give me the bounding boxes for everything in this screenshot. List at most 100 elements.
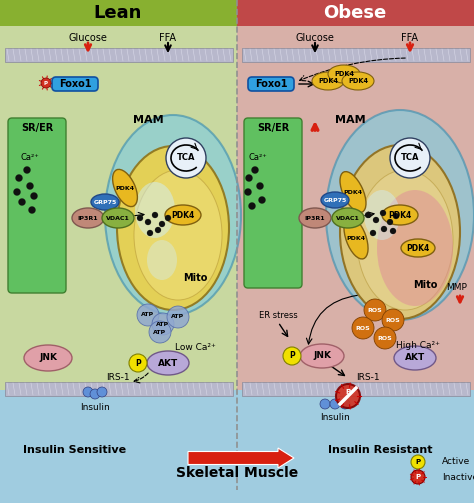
Text: Ca²⁺: Ca²⁺ (21, 153, 39, 162)
Text: ROS: ROS (356, 325, 370, 330)
Bar (5, 48, 233, 62)
Text: IRS-1: IRS-1 (106, 374, 130, 382)
Circle shape (246, 175, 253, 182)
Text: Insulin Sensitive: Insulin Sensitive (23, 445, 127, 455)
Ellipse shape (91, 194, 119, 210)
Text: AKT: AKT (158, 359, 178, 368)
Circle shape (382, 309, 404, 331)
Text: MMP: MMP (447, 284, 467, 293)
Text: VDAC1: VDAC1 (106, 215, 130, 220)
Text: Insulin: Insulin (320, 413, 350, 423)
Bar (242, 48, 470, 62)
Text: FFA: FFA (401, 33, 419, 43)
Circle shape (390, 228, 396, 234)
Ellipse shape (340, 172, 366, 212)
Circle shape (83, 387, 93, 397)
Text: ER stress: ER stress (259, 311, 297, 320)
Text: Insulin Resistant: Insulin Resistant (328, 445, 432, 455)
Ellipse shape (117, 146, 229, 310)
Text: P: P (289, 352, 295, 361)
Circle shape (30, 193, 37, 200)
Text: ROS: ROS (378, 336, 392, 341)
Circle shape (258, 197, 265, 204)
Circle shape (373, 217, 379, 223)
Circle shape (393, 213, 399, 219)
Text: GRP75: GRP75 (323, 198, 346, 203)
Ellipse shape (135, 182, 175, 238)
Ellipse shape (312, 72, 344, 90)
Circle shape (137, 215, 143, 221)
Circle shape (167, 306, 189, 328)
Text: P: P (135, 359, 141, 368)
Circle shape (159, 221, 165, 227)
Ellipse shape (113, 170, 137, 207)
Text: P: P (415, 459, 420, 465)
Circle shape (374, 327, 396, 349)
Bar (237, 390, 474, 503)
Circle shape (147, 230, 153, 236)
Circle shape (248, 203, 255, 210)
Circle shape (16, 175, 22, 182)
Ellipse shape (165, 205, 201, 225)
Text: Foxo1: Foxo1 (255, 79, 287, 89)
Ellipse shape (134, 170, 222, 300)
Text: SR/ER: SR/ER (257, 123, 289, 133)
Text: Inactive: Inactive (442, 472, 474, 481)
Text: PDK4: PDK4 (116, 186, 135, 191)
Text: ATP: ATP (141, 312, 155, 317)
Text: P: P (346, 389, 351, 395)
Circle shape (320, 399, 330, 409)
Circle shape (145, 219, 151, 225)
Bar (0, 0, 237, 503)
Text: Obese: Obese (323, 4, 387, 22)
Ellipse shape (382, 205, 418, 225)
Text: Insulin: Insulin (80, 403, 110, 412)
Text: IP3R1: IP3R1 (305, 215, 325, 220)
Text: PDK4: PDK4 (388, 210, 411, 219)
Circle shape (165, 215, 171, 221)
Text: ATP: ATP (156, 321, 170, 326)
Text: FFA: FFA (159, 33, 176, 43)
Text: TCA: TCA (401, 153, 419, 162)
Circle shape (149, 321, 171, 343)
Ellipse shape (342, 72, 374, 90)
Bar (5, 382, 233, 396)
FancyBboxPatch shape (52, 77, 98, 91)
Ellipse shape (24, 345, 72, 371)
Bar (0, 390, 237, 503)
Circle shape (330, 399, 340, 409)
Circle shape (352, 317, 374, 339)
FancyBboxPatch shape (8, 118, 66, 293)
Text: P: P (415, 474, 420, 480)
Text: Lean: Lean (94, 4, 142, 22)
Text: High Ca²⁺: High Ca²⁺ (396, 341, 440, 350)
Circle shape (411, 455, 425, 469)
Text: ATP: ATP (172, 314, 184, 319)
Ellipse shape (300, 344, 344, 368)
Bar (237, 0, 474, 26)
Circle shape (155, 227, 161, 233)
Text: PDK4: PDK4 (344, 190, 363, 195)
Circle shape (256, 183, 264, 190)
Text: MAM: MAM (335, 115, 365, 125)
Text: Mito: Mito (183, 273, 207, 283)
Text: Foxo1: Foxo1 (59, 79, 91, 89)
Text: MAM: MAM (133, 115, 164, 125)
Circle shape (166, 138, 206, 178)
Circle shape (152, 313, 174, 335)
Ellipse shape (102, 208, 134, 228)
Circle shape (152, 212, 158, 218)
Circle shape (13, 189, 20, 196)
Text: JNK: JNK (39, 354, 57, 363)
Circle shape (340, 399, 350, 409)
Bar (237, 0, 474, 503)
FancyBboxPatch shape (244, 118, 302, 288)
Circle shape (283, 347, 301, 365)
Circle shape (129, 354, 147, 372)
Text: PDK4: PDK4 (334, 71, 354, 77)
Circle shape (24, 166, 30, 174)
Text: GRP75: GRP75 (93, 200, 117, 205)
Circle shape (28, 207, 36, 213)
Text: Mito: Mito (413, 280, 437, 290)
Text: Glucose: Glucose (69, 33, 108, 43)
